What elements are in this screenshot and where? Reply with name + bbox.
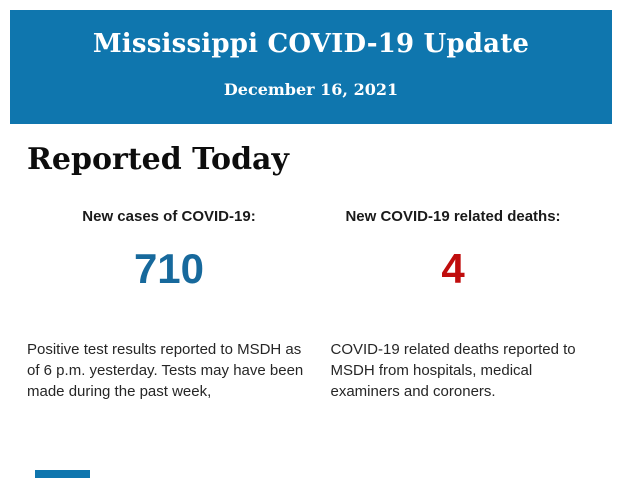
section-heading: Reported Today bbox=[27, 142, 289, 177]
new-cases-description-cell: Positive test results reported to MSDH a… bbox=[27, 339, 315, 402]
stats-row: New cases of COVID-19: 710 New COVID-19 … bbox=[27, 208, 595, 291]
new-cases-description: Positive test results reported to MSDH a… bbox=[27, 341, 304, 400]
stat-new-deaths: New COVID-19 related deaths: 4 bbox=[311, 208, 595, 291]
new-cases-label: New cases of COVID-19: bbox=[82, 208, 256, 225]
new-deaths-label: New COVID-19 related deaths: bbox=[345, 208, 561, 225]
footer-accent-bar bbox=[35, 470, 90, 478]
banner-date: December 16, 2021 bbox=[223, 80, 399, 99]
banner-title: Mississippi COVID-19 Update bbox=[92, 29, 530, 59]
stat-new-cases: New cases of COVID-19: 710 bbox=[27, 208, 311, 291]
banner: Mississippi COVID-19 Update December 16,… bbox=[10, 10, 612, 124]
new-cases-value: 710 bbox=[133, 245, 205, 292]
new-deaths-value: 4 bbox=[441, 245, 465, 292]
new-deaths-description-cell: COVID-19 related deaths reported to MSDH… bbox=[315, 339, 603, 402]
new-deaths-description: COVID-19 related deaths reported to MSDH… bbox=[330, 341, 576, 400]
descriptions-row: Positive test results reported to MSDH a… bbox=[27, 339, 602, 402]
